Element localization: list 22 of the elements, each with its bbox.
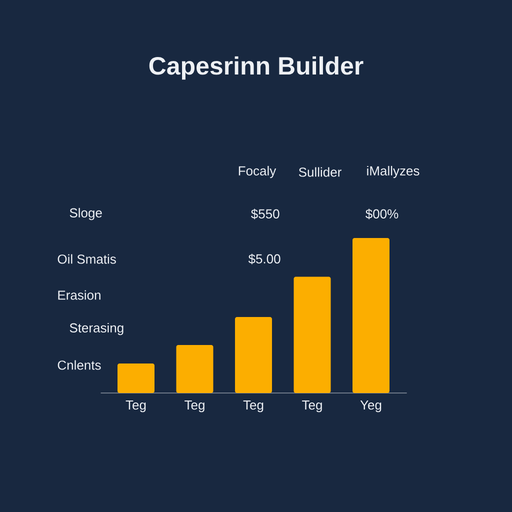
text: $00%	[366, 208, 398, 220]
x-tick-label: Teg	[184, 400, 204, 412]
text: Focaly	[238, 166, 276, 178]
bar	[235, 317, 272, 393]
text: Sloge	[70, 208, 102, 220]
annotation: $5.00	[248, 254, 280, 264]
text: $550	[251, 208, 280, 220]
chart-title: Capesrinn Builder	[149, 56, 364, 80]
annotation: Oil Smatis	[58, 254, 116, 264]
text: iMallyzes	[367, 166, 420, 178]
bar	[294, 276, 331, 393]
x-tick-label: Yeg	[360, 400, 382, 412]
x-tick-label: Teg	[302, 400, 322, 412]
annotation: Sterasing	[70, 322, 124, 336]
text: Erasion	[58, 290, 100, 300]
x-tick-label: Teg	[243, 400, 264, 412]
bar	[118, 364, 154, 393]
bar	[176, 344, 214, 393]
x-tick-label: Teg	[126, 400, 146, 412]
bar	[352, 238, 390, 393]
annotation: Cnlents	[58, 360, 101, 370]
text: Sullider	[298, 167, 342, 177]
